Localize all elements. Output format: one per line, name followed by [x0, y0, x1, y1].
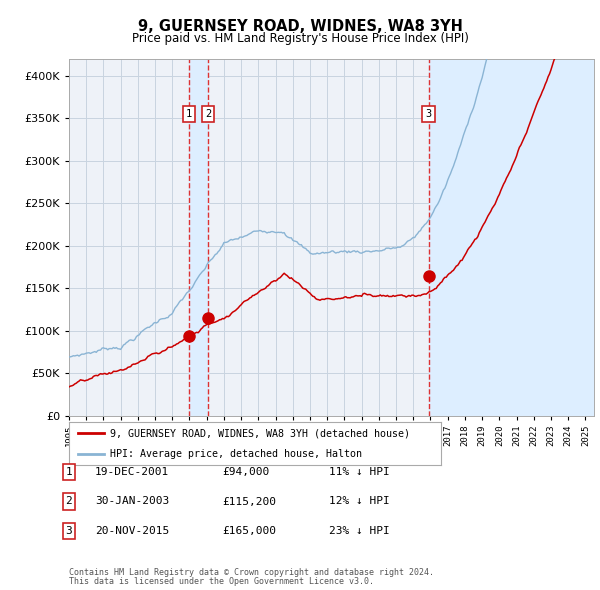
Text: HPI: Average price, detached house, Halton: HPI: Average price, detached house, Halt… — [110, 450, 362, 459]
Text: Price paid vs. HM Land Registry's House Price Index (HPI): Price paid vs. HM Land Registry's House … — [131, 32, 469, 45]
Text: 2: 2 — [205, 109, 211, 119]
Text: 1: 1 — [186, 109, 192, 119]
Text: 11% ↓ HPI: 11% ↓ HPI — [329, 467, 389, 477]
Bar — [428, 59, 594, 416]
Text: 19-DEC-2001: 19-DEC-2001 — [95, 467, 169, 477]
Text: £94,000: £94,000 — [222, 467, 269, 477]
Text: This data is licensed under the Open Government Licence v3.0.: This data is licensed under the Open Gov… — [69, 578, 374, 586]
Text: 1: 1 — [65, 467, 73, 477]
Text: £115,200: £115,200 — [222, 497, 276, 506]
Text: 3: 3 — [425, 109, 432, 119]
Text: £165,000: £165,000 — [222, 526, 276, 536]
Text: 20-NOV-2015: 20-NOV-2015 — [95, 526, 169, 536]
Text: 3: 3 — [65, 526, 73, 536]
Text: 12% ↓ HPI: 12% ↓ HPI — [329, 497, 389, 506]
Text: Contains HM Land Registry data © Crown copyright and database right 2024.: Contains HM Land Registry data © Crown c… — [69, 568, 434, 577]
Text: 2: 2 — [65, 497, 73, 506]
Bar — [189, 59, 208, 416]
Text: 23% ↓ HPI: 23% ↓ HPI — [329, 526, 389, 536]
Text: 9, GUERNSEY ROAD, WIDNES, WA8 3YH (detached house): 9, GUERNSEY ROAD, WIDNES, WA8 3YH (detac… — [110, 428, 410, 438]
Text: 9, GUERNSEY ROAD, WIDNES, WA8 3YH: 9, GUERNSEY ROAD, WIDNES, WA8 3YH — [137, 19, 463, 34]
Text: 30-JAN-2003: 30-JAN-2003 — [95, 497, 169, 506]
